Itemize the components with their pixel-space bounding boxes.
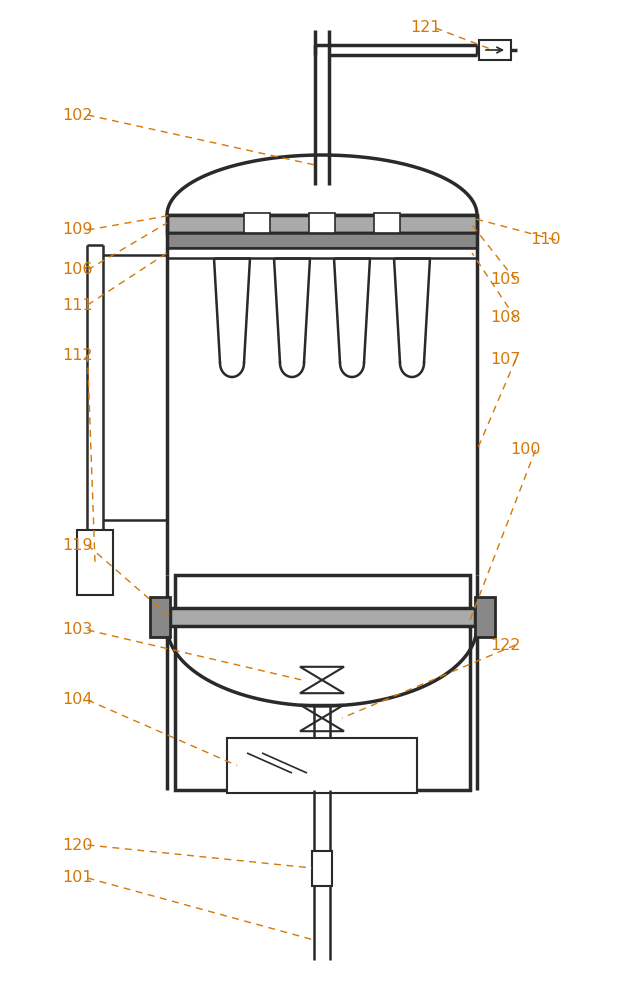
Bar [167,215,477,233]
Text: 122: 122 [490,638,520,652]
Bar [170,608,475,626]
Bar [167,248,477,258]
Text: 103: 103 [62,622,93,638]
Text: 105: 105 [490,272,520,288]
Text: 110: 110 [530,232,561,247]
Text: 111: 111 [62,298,93,312]
Text: 119: 119 [62,538,93,552]
Text: 108: 108 [490,310,521,326]
Text: 107: 107 [490,353,520,367]
Text: 112: 112 [62,348,93,362]
Bar [227,738,417,793]
Bar [475,597,495,637]
Bar [374,213,400,233]
Text: 109: 109 [62,223,93,237]
Bar [77,530,113,595]
Text: 106: 106 [62,262,93,277]
Text: 121: 121 [410,20,440,35]
Bar [175,575,470,790]
Text: 104: 104 [62,692,93,708]
Bar [150,597,170,637]
Bar [309,213,335,233]
Text: 100: 100 [510,442,541,458]
Bar [167,233,477,248]
Bar [312,850,332,886]
Text: 102: 102 [62,107,93,122]
Text: 101: 101 [62,870,93,886]
Bar [479,40,511,60]
Text: 120: 120 [62,838,93,852]
Bar [244,213,270,233]
